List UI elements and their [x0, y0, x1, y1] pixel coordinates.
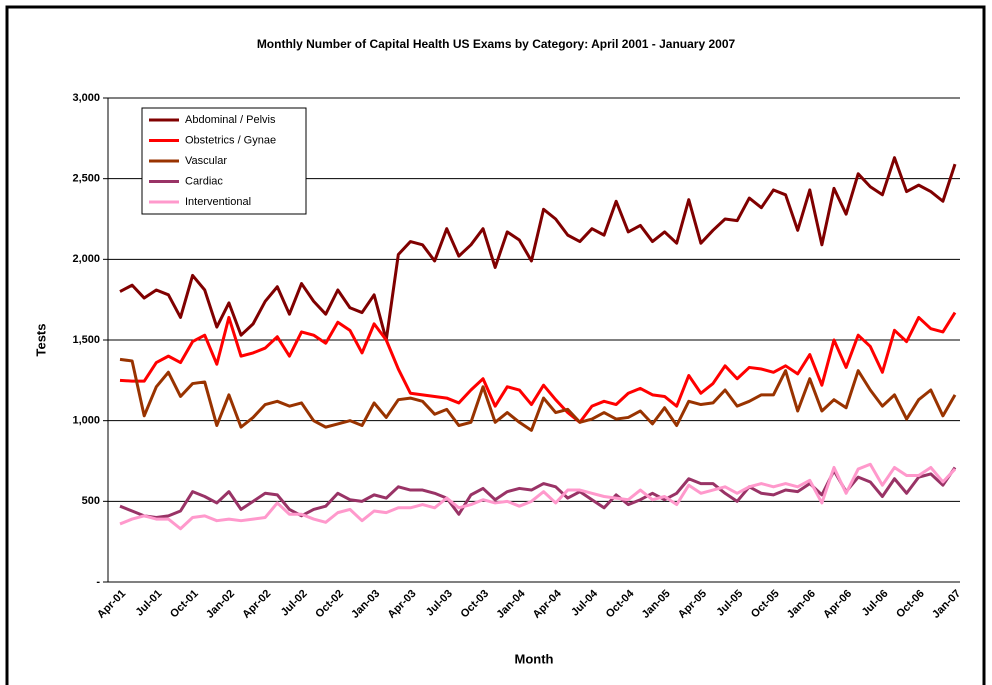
y-tick-label: 2,500 [72, 173, 100, 185]
x-tick-label: Jan-06 [785, 588, 818, 621]
x-tick-label: Jan-05 [640, 588, 673, 621]
legend-label: Obstetrics / Gynae [185, 134, 276, 146]
x-tick-label: Oct-02 [313, 588, 346, 621]
y-tick-label: 3,000 [72, 92, 100, 104]
x-tick-label: Apr-05 [676, 588, 709, 621]
x-tick-label: Oct-05 [749, 588, 782, 621]
x-tick-label: Oct-01 [168, 588, 201, 621]
x-tick-label: Apr-04 [531, 587, 565, 621]
legend-label: Vascular [185, 155, 227, 167]
x-tick-label: Jan-03 [349, 588, 382, 621]
x-tick-label: Oct-06 [894, 588, 927, 621]
x-tick-label: Jan-04 [494, 587, 528, 621]
y-tick-label: - [96, 576, 100, 588]
x-tick-label: Apr-03 [385, 588, 418, 621]
series-line [119, 466, 957, 519]
legend-label: Cardiac [185, 175, 223, 187]
x-tick-label: Jul-03 [424, 588, 455, 619]
x-tick-label: Jul-04 [569, 587, 601, 619]
legend-label: Abdominal / Pelvis [185, 114, 276, 126]
legend-label: Interventional [185, 196, 251, 208]
series-line [119, 311, 957, 424]
series-line [119, 156, 957, 342]
x-tick-label: Jul-05 [714, 588, 745, 619]
x-axis-label: Month [515, 651, 554, 666]
x-tick-label: Apr-02 [240, 588, 273, 621]
chart-frame [5, 5, 986, 685]
x-tick-label: Jan-02 [204, 588, 237, 621]
x-tick-label: Apr-06 [821, 588, 854, 621]
x-tick-label: Apr-01 [95, 588, 128, 621]
series-line [119, 357, 957, 432]
x-tick-label: Jul-06 [860, 588, 891, 619]
x-tick-label: Oct-04 [604, 587, 637, 620]
x-tick-label: Oct-03 [459, 588, 492, 621]
y-tick-label: 1,500 [72, 334, 100, 346]
x-tick-label: Jul-01 [134, 588, 165, 619]
y-tick-label: 500 [82, 495, 100, 507]
y-tick-label: 2,000 [72, 253, 100, 265]
chart-title: Monthly Number of Capital Health US Exam… [257, 37, 736, 51]
series-line [119, 462, 957, 531]
x-tick-label: Jul-02 [279, 588, 310, 619]
y-axis-label: Tests [33, 324, 48, 357]
y-tick-label: 1,000 [72, 415, 100, 427]
x-tick-label: Jan-07 [930, 588, 963, 621]
